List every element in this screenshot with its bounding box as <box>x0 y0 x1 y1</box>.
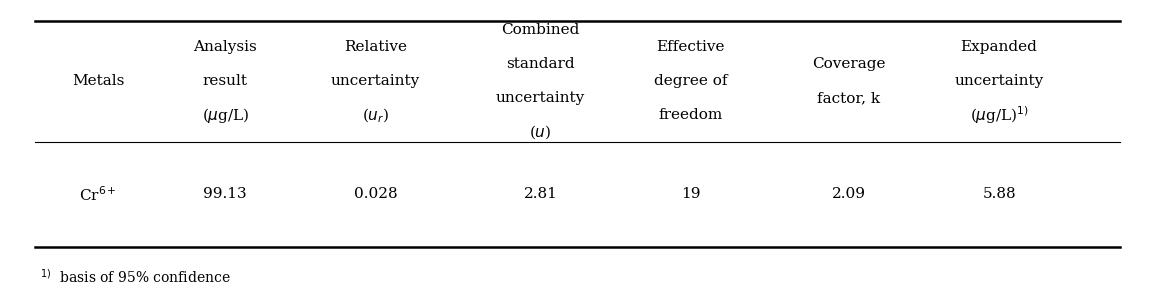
Text: Metals: Metals <box>72 74 125 88</box>
Text: ($\mu$g/L)$^{1)}$: ($\mu$g/L)$^{1)}$ <box>970 105 1028 126</box>
Text: uncertainty: uncertainty <box>954 74 1044 88</box>
Text: 2.09: 2.09 <box>832 187 866 201</box>
Text: 19: 19 <box>681 187 700 201</box>
Text: standard: standard <box>506 57 575 71</box>
Text: Coverage: Coverage <box>812 57 886 71</box>
Text: 0.028: 0.028 <box>353 187 397 201</box>
Text: 99.13: 99.13 <box>203 187 247 201</box>
Text: Cr$^{6+}$: Cr$^{6+}$ <box>80 185 117 204</box>
Text: result: result <box>203 74 247 88</box>
Text: ($\mu$g/L): ($\mu$g/L) <box>201 106 249 125</box>
Text: ($u$$_r$): ($u$$_r$) <box>362 106 389 125</box>
Text: freedom: freedom <box>658 108 723 122</box>
Text: uncertainty: uncertainty <box>495 91 586 105</box>
Text: 5.88: 5.88 <box>982 187 1016 201</box>
Text: 2.81: 2.81 <box>523 187 558 201</box>
Text: Effective: Effective <box>656 40 725 54</box>
Text: Expanded: Expanded <box>961 40 1037 54</box>
Text: Combined: Combined <box>501 23 580 37</box>
Text: uncertainty: uncertainty <box>330 74 420 88</box>
Text: Relative: Relative <box>344 40 407 54</box>
Text: ($u$): ($u$) <box>529 124 552 142</box>
Text: $^{1)}$  basis of 95% confidence: $^{1)}$ basis of 95% confidence <box>40 268 231 286</box>
Text: factor, k: factor, k <box>818 91 880 105</box>
Text: degree of: degree of <box>654 74 728 88</box>
Text: Analysis: Analysis <box>193 40 258 54</box>
